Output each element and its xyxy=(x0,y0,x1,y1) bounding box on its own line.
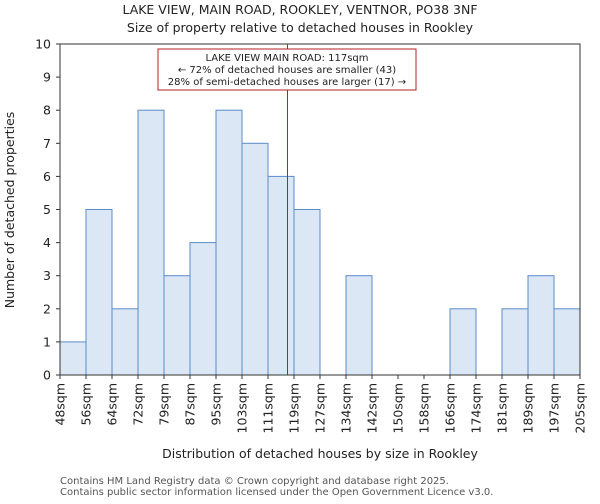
bar xyxy=(293,209,321,376)
x-axis-ticks: 48sqm 56sqm 64sqm 72sqm 79sqm 87sqm 95sqm 103sq… xyxy=(53,375,588,433)
bar xyxy=(449,308,477,376)
bar xyxy=(553,308,581,376)
x-tick-label: 48sqm xyxy=(53,383,68,426)
x-tick-label: 119sqm xyxy=(287,383,302,433)
x-tick-label: 181sqm xyxy=(495,383,510,433)
annotation-line-1: LAKE VIEW MAIN ROAD: 117sqm xyxy=(205,53,368,64)
footer-line-1: Contains HM Land Registry data © Crown c… xyxy=(60,476,449,487)
x-tick-label: 56sqm xyxy=(79,383,94,426)
x-tick-label: 205sqm xyxy=(573,383,588,433)
bar xyxy=(59,341,87,376)
bar xyxy=(267,175,295,376)
y-tick-label: 7 xyxy=(43,136,51,151)
bar xyxy=(163,275,191,376)
y-axis-label: Number of detached properties xyxy=(2,112,17,309)
chart-subtitle: Size of property relative to detached ho… xyxy=(127,20,474,35)
plot-frame xyxy=(59,43,581,376)
bars-group xyxy=(59,109,581,376)
y-tick-label: 3 xyxy=(43,268,51,283)
y-tick-label: 8 xyxy=(43,103,51,118)
bar xyxy=(137,109,165,376)
bar xyxy=(189,242,217,376)
y-tick-label: 5 xyxy=(43,202,51,217)
x-tick-label: 87sqm xyxy=(183,383,198,426)
bar xyxy=(241,142,269,376)
x-tick-label: 189sqm xyxy=(521,383,536,433)
footer-line-2: Contains public sector information licen… xyxy=(60,487,493,498)
x-tick-label: 166sqm xyxy=(443,383,458,433)
y-tick-label: 1 xyxy=(43,334,51,349)
chart-title: LAKE VIEW, MAIN ROAD, ROOKLEY, VENTNOR, … xyxy=(122,2,477,17)
y-tick-label: 6 xyxy=(43,169,51,184)
x-tick-label: 142sqm xyxy=(365,383,380,433)
x-tick-label: 111sqm xyxy=(261,383,276,433)
y-tick-label: 4 xyxy=(43,235,51,250)
x-tick-label: 150sqm xyxy=(391,383,406,433)
bar xyxy=(85,209,113,376)
bar xyxy=(215,109,243,376)
x-tick-label: 197sqm xyxy=(547,383,562,433)
x-tick-label: 158sqm xyxy=(417,383,432,433)
x-tick-label: 79sqm xyxy=(157,383,172,426)
annotation-line-3: 28% of semi-detached houses are larger (… xyxy=(168,77,406,88)
y-tick-label: 2 xyxy=(43,301,51,316)
x-axis-label: Distribution of detached houses by size … xyxy=(162,446,478,461)
x-tick-label: 174sqm xyxy=(469,383,484,433)
x-tick-label: 127sqm xyxy=(313,383,328,433)
annotation-line-2: ← 72% of detached houses are smaller (43… xyxy=(178,65,396,76)
y-tick-label: 0 xyxy=(43,368,51,383)
x-tick-label: 64sqm xyxy=(105,383,120,426)
bar xyxy=(501,308,529,376)
y-axis-ticks: 0 1 2 3 4 5 6 7 8 9 10 xyxy=(35,37,60,383)
annotation-box: LAKE VIEW MAIN ROAD: 117sqm ← 72% of det… xyxy=(157,48,417,91)
x-tick-label: 72sqm xyxy=(131,383,146,426)
annotation-frame xyxy=(157,48,417,91)
y-tick-label: 10 xyxy=(35,37,51,52)
bar xyxy=(345,275,373,376)
bar xyxy=(527,275,555,376)
x-tick-label: 95sqm xyxy=(209,383,224,426)
bar xyxy=(111,308,139,376)
x-tick-label: 103sqm xyxy=(235,383,250,433)
x-tick-label: 134sqm xyxy=(339,383,354,433)
y-tick-label: 9 xyxy=(43,70,51,85)
